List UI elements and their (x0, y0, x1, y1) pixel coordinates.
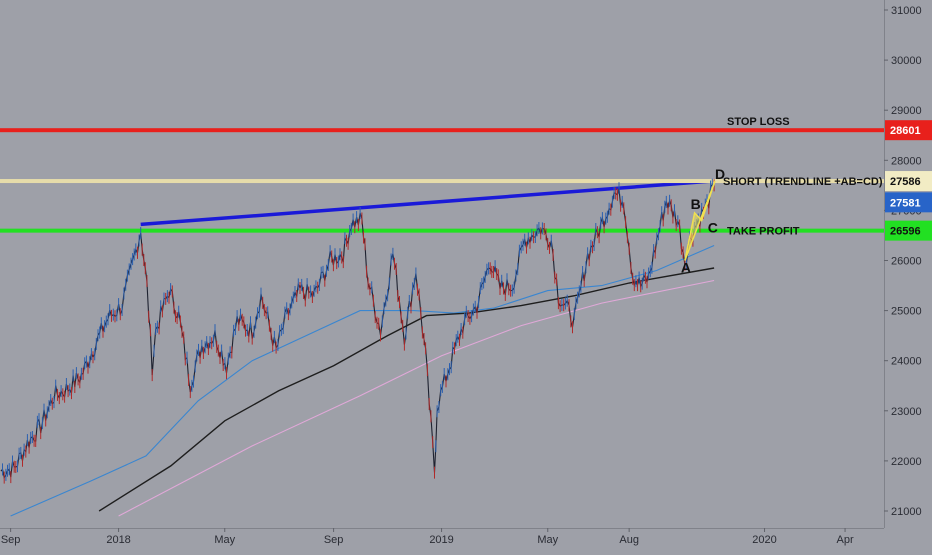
y-tick-label: 23000 (891, 406, 922, 418)
price-tag-box (885, 171, 932, 192)
y-tick-label: 25000 (891, 306, 922, 318)
y-tick-label: 30000 (891, 55, 922, 67)
price-tag-label: 28601 (890, 125, 921, 137)
x-tick-label: Apr (837, 534, 854, 546)
abcd-point-label: D (715, 166, 725, 182)
level-label: STOP LOSS (727, 116, 790, 128)
moving-average-line (10, 244, 715, 517)
y-tick-label: 21000 (891, 506, 922, 518)
y-tick-label: 24000 (891, 356, 922, 368)
abcd-point-label: B (691, 196, 701, 212)
y-tick-label: 28000 (891, 155, 922, 167)
x-tick-label: Aug (619, 534, 639, 546)
abcd-pattern (684, 180, 716, 261)
horizontal-level-line (0, 179, 884, 184)
x-tick-label: Sep (324, 534, 344, 546)
x-tick-label: 2020 (752, 534, 776, 546)
level-label: SHORT (TRENDLINE +AB=CD) (723, 176, 883, 188)
x-tick-label: May (214, 534, 235, 546)
price-tag-box (885, 120, 932, 141)
x-axis-band (0, 528, 932, 550)
abcd-point-label: A (681, 260, 691, 276)
y-tick-label: 22000 (891, 456, 922, 468)
x-tick-label: 2019 (429, 534, 453, 546)
x-tick-label: 2018 (106, 534, 130, 546)
moving-average-line (118, 279, 715, 517)
x-tick-label: Sep (1, 534, 21, 546)
price-tag-box (885, 220, 932, 241)
y-tick-label: 26000 (891, 256, 922, 268)
x-tick-label: May (537, 534, 558, 546)
horizontal-level-line (0, 228, 884, 233)
level-label: TAKE PROFIT (727, 226, 800, 238)
abcd-point-label: C (708, 219, 718, 235)
price-tag-box (885, 192, 932, 213)
price-tag-label: 27581 (890, 197, 921, 209)
y-tick-label: 31000 (891, 5, 922, 17)
y-tick-label: 29000 (891, 105, 922, 117)
price-tag-label: 27586 (890, 176, 921, 188)
horizontal-level-line (0, 128, 884, 133)
price-tag-label: 26596 (890, 226, 921, 238)
